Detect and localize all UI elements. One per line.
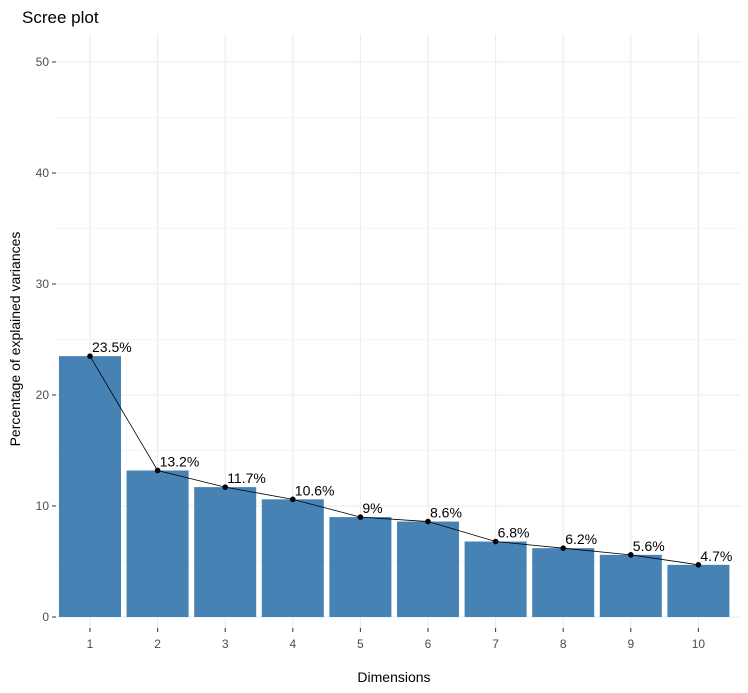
y-axis-title: Percentage of explained variances <box>7 232 23 447</box>
bar <box>261 499 324 617</box>
data-point <box>560 545 566 551</box>
data-labels: 23.5% 13.2% 11.7% 10.6% 9% 8.6% 6.8% 6.2% 5.6% 4.… <box>92 339 732 564</box>
x-tick-label: 5 <box>357 637 364 651</box>
data-point <box>695 562 702 568</box>
x-tick-label: 3 <box>222 637 229 651</box>
data-label: 8.6% <box>430 505 462 521</box>
bar <box>599 554 662 617</box>
data-label: 4.7% <box>700 548 732 564</box>
data-label: 6.8% <box>498 525 530 541</box>
y-tick-label: 10 <box>36 499 50 513</box>
data-point <box>425 518 431 525</box>
data-point <box>492 538 499 545</box>
data-point <box>628 552 634 558</box>
y-axis: 0 10 20 30 40 50 <box>36 55 56 624</box>
data-label: 6.2% <box>565 531 597 547</box>
data-point <box>154 467 161 474</box>
x-tick-label: 10 <box>692 637 706 651</box>
data-label: 11.7% <box>227 470 266 486</box>
x-tick-label: 1 <box>87 637 94 651</box>
bar <box>59 356 121 617</box>
bar <box>194 487 257 617</box>
scree-points <box>87 353 702 568</box>
x-tick-label: 4 <box>289 637 296 651</box>
bar <box>667 564 730 617</box>
x-axis: 1 2 3 4 5 6 7 8 9 10 <box>87 628 706 651</box>
bar <box>532 548 595 617</box>
bar <box>329 517 392 617</box>
y-tick-label: 40 <box>36 166 50 180</box>
data-label: 9% <box>362 500 382 516</box>
data-label: 5.6% <box>633 538 665 554</box>
bar <box>397 521 459 617</box>
y-tick-label: 20 <box>36 388 50 402</box>
x-tick-label: 7 <box>492 637 499 651</box>
y-tick-label: 30 <box>36 277 50 291</box>
y-tick-label: 0 <box>42 610 49 624</box>
data-label: 23.5% <box>92 339 132 355</box>
scree-polyline <box>89 355 699 566</box>
data-point <box>290 496 296 503</box>
bar <box>126 470 189 617</box>
x-tick-label: 2 <box>154 637 161 651</box>
x-tick-label: 9 <box>627 637 634 651</box>
data-label: 10.6% <box>295 482 335 498</box>
data-point <box>87 353 93 359</box>
x-tick-label: 6 <box>425 637 432 651</box>
x-axis-title: Dimensions <box>357 669 430 685</box>
data-label: 13.2% <box>160 453 200 469</box>
data-point <box>357 514 364 520</box>
bars <box>59 356 730 617</box>
scree-line <box>89 355 699 566</box>
y-tick-label: 50 <box>36 55 50 69</box>
data-point <box>222 484 228 490</box>
chart-title: Scree plot <box>22 8 99 27</box>
bar <box>464 541 527 617</box>
x-tick-label: 8 <box>560 637 567 651</box>
